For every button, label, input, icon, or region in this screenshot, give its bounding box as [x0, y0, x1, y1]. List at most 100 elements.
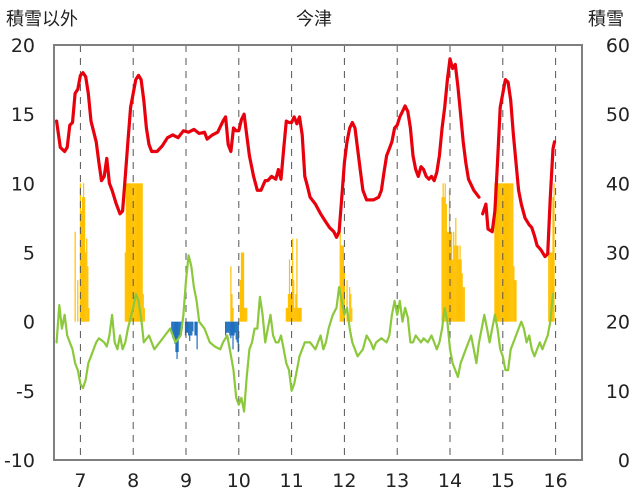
snow-bar-78	[456, 245, 458, 322]
snow-bar-30	[230, 266, 232, 322]
negative-bar-33	[236, 321, 238, 343]
negative-bar-7	[178, 321, 180, 336]
snow-bar-51	[297, 307, 299, 322]
x-tick-label: 7	[74, 470, 86, 492]
negative-bar-2	[173, 321, 175, 339]
snow-bar-66	[443, 197, 445, 322]
x-axis-ticks: 7 8 9 10 11 12 13 14 15 16	[74, 470, 567, 492]
negative-bar-15	[189, 321, 191, 342]
negative-bar-13	[187, 321, 189, 333]
snow-bar-10	[88, 307, 90, 322]
negative-bar-1	[172, 321, 174, 339]
negative-bar-29	[232, 321, 234, 350]
snow-bar-109	[550, 252, 552, 322]
snow-bar-94	[502, 183, 504, 322]
snow-bar-8	[86, 238, 88, 322]
negative-bar-31	[234, 321, 236, 333]
snow-bar-49	[295, 294, 297, 322]
snow-bar-43	[288, 259, 291, 322]
snow-bar-16	[129, 183, 132, 322]
snow-bar-21	[135, 183, 137, 322]
snow-bar-41	[286, 307, 288, 322]
negative-bar-23	[226, 321, 228, 333]
snow-bar-96	[504, 183, 507, 322]
left-tick-label: -5	[16, 381, 35, 403]
negative-bar-22	[225, 321, 227, 336]
negative-bar-32	[235, 321, 237, 340]
snow-bar-0	[74, 231, 76, 322]
snow-bar-63	[351, 307, 353, 322]
right-tick-label: 40	[606, 173, 630, 195]
snow-bar-83	[461, 273, 463, 322]
negative-bar-20	[195, 321, 197, 336]
snow-bar-17	[131, 183, 133, 322]
negative-bar-8	[179, 321, 181, 336]
x-tick-label: 12	[332, 470, 356, 492]
left-tick-label: 20	[11, 35, 35, 57]
snow-bar-89	[497, 183, 499, 322]
snow-bar-35	[241, 252, 244, 322]
snow-bar-1	[77, 280, 79, 322]
negative-bar-28	[231, 321, 233, 336]
snow-bar-77	[455, 217, 457, 322]
left-axis-ticks: -10 -5 0 5 10 15 20	[4, 35, 35, 472]
snow-bar-90	[498, 183, 500, 322]
snow-bar-36	[242, 252, 245, 322]
negative-bar-27	[230, 321, 232, 339]
negative-bar-18	[192, 321, 194, 332]
negative-bar-6	[177, 321, 179, 353]
snow-bar-2	[79, 183, 82, 322]
snow-bar-93	[501, 183, 503, 322]
negative-bar-34	[237, 321, 239, 353]
plot-frame	[53, 44, 583, 461]
x-tick-label: 13	[385, 470, 409, 492]
snow-bar-60	[346, 280, 348, 322]
snow-bar-81	[459, 245, 461, 322]
snow-bar-40	[285, 307, 287, 322]
snow-bar-102	[511, 183, 513, 322]
snow-bar-5	[82, 183, 85, 322]
snow-bar-19	[133, 183, 135, 322]
snow-bar-12	[125, 183, 127, 322]
snow-bar-84	[462, 287, 464, 322]
snow-bar-106	[515, 280, 517, 322]
snow-bar-62	[350, 294, 352, 322]
negative-bar-3	[174, 321, 176, 344]
x-tick-label: 14	[438, 470, 462, 492]
x-tick-label: 10	[227, 470, 251, 492]
snow-bar-67	[444, 183, 446, 322]
negative-bar-19	[194, 321, 196, 336]
snow-bar-98	[506, 183, 509, 322]
negative-bar-16	[190, 321, 192, 336]
snow-bar-107	[548, 252, 550, 322]
snow-bar-37	[244, 307, 246, 322]
snow-bar-82	[460, 259, 462, 322]
snow-bar-68	[445, 204, 447, 322]
snow-bar-97	[505, 183, 508, 322]
right-tick-label: 0	[618, 450, 630, 472]
snow-bar-76	[454, 245, 456, 322]
negative-bar-11	[184, 321, 187, 336]
negative-bar-12	[185, 321, 188, 333]
snow-bar-73	[451, 231, 453, 322]
negative-bar-30	[233, 321, 235, 336]
snow-bar-64	[441, 197, 443, 322]
snow-bar-95	[503, 183, 506, 322]
snow-bar-7	[85, 252, 87, 322]
snow-bar-4	[81, 197, 84, 322]
snow-bar-28	[142, 294, 144, 322]
snow-bar-48	[294, 307, 296, 322]
snow-bar-71	[448, 190, 451, 322]
red-line-segment-0	[55, 57, 481, 239]
snow-bar-108	[549, 252, 551, 322]
snow-bar-34	[240, 252, 243, 322]
snow-bar-88	[496, 183, 498, 322]
left-tick-label: 10	[11, 173, 35, 195]
snow-bar-75	[453, 231, 455, 322]
snow-bar-3	[80, 211, 83, 322]
right-tick-label: 60	[606, 35, 630, 57]
snow-bar-24	[138, 183, 140, 322]
snow-bar-70	[447, 231, 450, 322]
left-axis-title: 積雪以外	[6, 9, 78, 30]
